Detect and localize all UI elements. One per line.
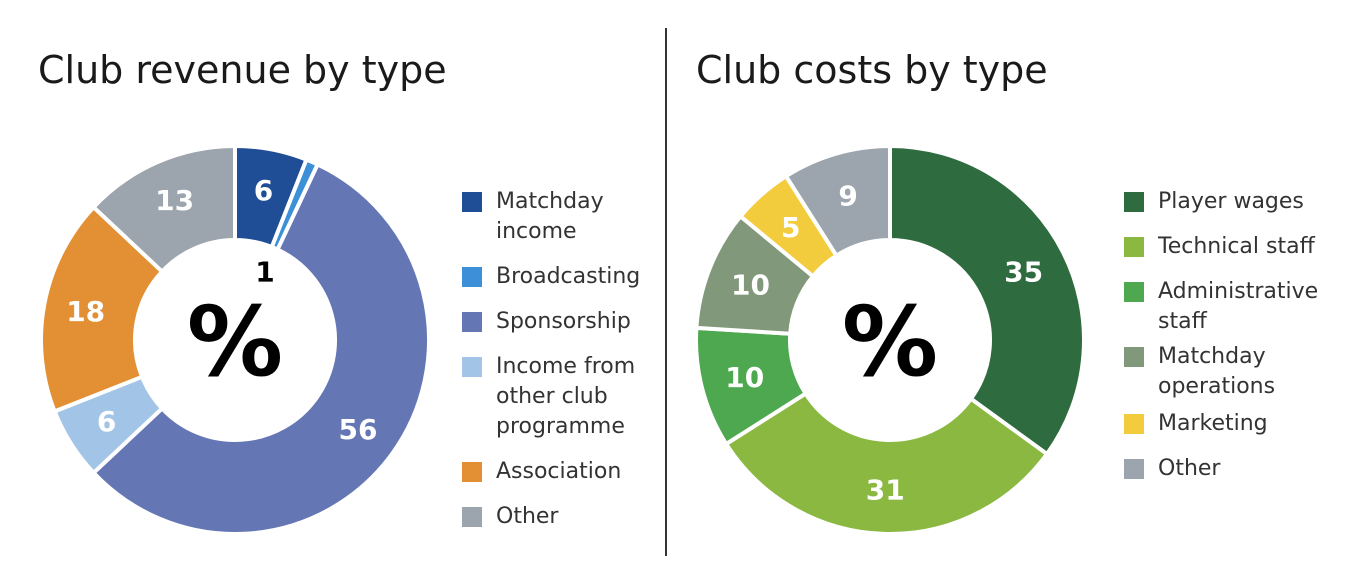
costs-data-label-4: 5 — [781, 211, 800, 244]
costs-legend-swatch — [1124, 414, 1144, 434]
revenue-legend-label-line: Matchday — [496, 189, 604, 214]
revenue-legend-item: Association — [462, 457, 621, 487]
revenue-legend-label: Matchday income — [496, 187, 604, 247]
costs-legend-label: Matchday operations — [1158, 342, 1275, 402]
costs-legend-item: Marketing — [1124, 409, 1268, 439]
costs-center-label: % — [842, 286, 938, 398]
costs-legend-label-line: Player wages — [1158, 189, 1304, 214]
revenue-legend-label: Broadcasting — [496, 262, 640, 292]
revenue-legend-label-line: other club — [496, 384, 608, 409]
revenue-legend-item: Income from other club programme — [462, 352, 635, 442]
revenue-legend-item: Broadcasting — [462, 262, 640, 292]
costs-legend-label: Marketing — [1158, 409, 1268, 439]
costs-legend-label-line: Administrative — [1158, 279, 1319, 304]
costs-legend-label: Administrative staff — [1158, 277, 1318, 337]
revenue-legend-swatch — [462, 507, 482, 527]
revenue-slice-5 — [90, 143, 237, 275]
revenue-legend-swatch — [462, 267, 482, 287]
revenue-legend-label: Sponsorship — [496, 307, 631, 337]
costs-legend-item: Matchday operations — [1124, 342, 1275, 402]
revenue-data-label-1: 1 — [255, 256, 274, 289]
revenue-slice-2 — [90, 161, 431, 536]
costs-legend-swatch — [1124, 459, 1144, 479]
costs-data-label-3: 10 — [731, 268, 770, 301]
revenue-data-label-5: 13 — [155, 184, 194, 217]
costs-data-label-0: 35 — [1004, 255, 1043, 288]
costs-legend-item: Technical staff — [1124, 232, 1315, 262]
costs-chart-title: Club costs by type — [696, 48, 1048, 92]
costs-legend-swatch — [1124, 282, 1144, 302]
revenue-legend-label-line: Broadcasting — [496, 264, 641, 289]
costs-legend-swatch — [1124, 192, 1144, 212]
revenue-legend-label-line: Sponsorship — [496, 309, 631, 334]
costs-slice-0 — [888, 143, 1086, 457]
revenue-legend-item: Other — [462, 502, 558, 532]
revenue-legend-label: Association — [496, 457, 621, 487]
costs-legend-label-line: Matchday — [1158, 344, 1266, 369]
revenue-legend-label: Other — [496, 502, 558, 532]
costs-legend-label-line: staff — [1158, 309, 1207, 334]
chart-divider — [665, 28, 667, 556]
revenue-legend-label-line: Other — [496, 504, 559, 529]
revenue-legend-swatch — [462, 462, 482, 482]
revenue-legend-item: Matchday income — [462, 187, 604, 247]
costs-legend-label: Player wages — [1158, 187, 1304, 217]
costs-data-label-1: 31 — [866, 473, 905, 506]
revenue-chart-title: Club revenue by type — [38, 48, 447, 92]
costs-data-label-2: 10 — [725, 361, 764, 394]
revenue-legend-swatch — [462, 192, 482, 212]
revenue-data-label-3: 6 — [97, 405, 116, 438]
revenue-legend-swatch — [462, 357, 482, 377]
costs-legend-label: Technical staff — [1158, 232, 1315, 262]
revenue-center-label: % — [187, 286, 283, 398]
costs-legend-swatch — [1124, 237, 1144, 257]
costs-legend-item: Other — [1124, 454, 1220, 484]
revenue-legend-label: Income from other club programme — [496, 352, 635, 442]
revenue-legend-label-line: programme — [496, 414, 625, 439]
costs-legend-item: Administrative staff — [1124, 277, 1318, 337]
revenue-legend-label-line: Income from — [496, 354, 636, 379]
costs-legend-label-line: Technical staff — [1158, 234, 1315, 259]
costs-legend-label-line: Marketing — [1158, 411, 1268, 436]
costs-legend-swatch — [1124, 347, 1144, 367]
revenue-slice-4 — [39, 204, 165, 415]
costs-legend-label-line: Other — [1158, 456, 1221, 481]
revenue-legend-label-line: Association — [496, 459, 622, 484]
costs-legend-label-line: operations — [1158, 374, 1276, 399]
revenue-legend-item: Sponsorship — [462, 307, 631, 337]
costs-legend-label: Other — [1158, 454, 1220, 484]
revenue-legend-label-line: income — [496, 219, 577, 244]
costs-slice-1 — [723, 390, 1050, 536]
costs-slice-5 — [783, 143, 892, 259]
revenue-data-label-2: 56 — [338, 413, 377, 446]
revenue-data-label-4: 18 — [66, 295, 105, 328]
revenue-data-label-0: 6 — [254, 174, 273, 207]
revenue-legend-swatch — [462, 312, 482, 332]
costs-data-label-5: 9 — [838, 179, 857, 212]
costs-legend-item: Player wages — [1124, 187, 1304, 217]
